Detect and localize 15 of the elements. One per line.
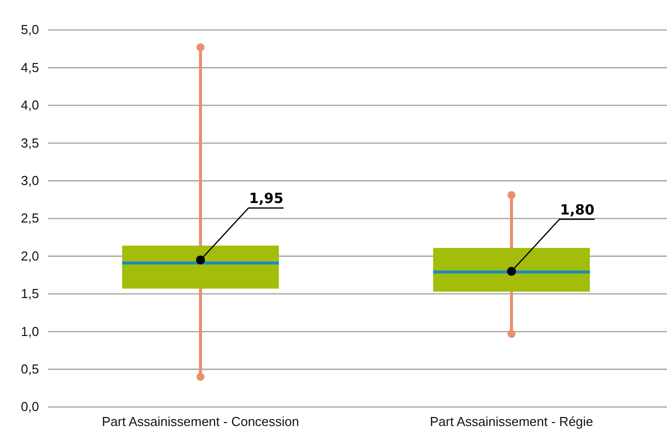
y-tick-label: 2,5 xyxy=(20,210,39,226)
y-tick-label: 2,0 xyxy=(20,248,39,264)
y-tick-label: 0,0 xyxy=(20,399,39,414)
y-tick-label: 1,5 xyxy=(20,286,39,302)
y-tick-label: 4,5 xyxy=(20,60,39,75)
x-tick-label: Part Assainissement - Régie xyxy=(430,414,594,430)
annotation: 1,95 xyxy=(248,190,284,207)
y-tick-label: 0,5 xyxy=(20,361,39,376)
y-tick-label: 5,0 xyxy=(20,22,39,38)
x-tick-label: Part Assainissement - Concession xyxy=(102,414,300,430)
y-tick-label: 3,5 xyxy=(20,135,39,150)
y-tick-label: 1,0 xyxy=(20,324,39,339)
y-tick-label: 3,0 xyxy=(20,172,39,188)
y-tick-label: 4,0 xyxy=(20,98,39,113)
annotation: 1,80 xyxy=(560,202,595,218)
